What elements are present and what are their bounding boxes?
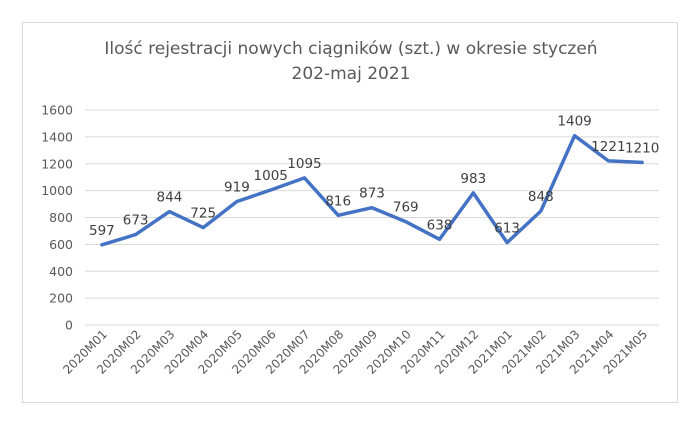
data-label: 613 <box>494 221 520 237</box>
data-label: 919 <box>224 180 250 196</box>
y-tick-label: 600 <box>49 237 73 252</box>
data-label: 848 <box>528 189 554 205</box>
chart-title: Ilość rejestracji nowych ciągników (szt.… <box>104 39 597 84</box>
chart-title-line-1: Ilość rejestracji nowych ciągników (szt.… <box>104 39 597 59</box>
data-label: 673 <box>123 213 149 229</box>
y-tick-label: 1400 <box>41 129 73 144</box>
data-label: 873 <box>359 186 385 202</box>
chart-frame: Ilość rejestracji nowych ciągników (szt.… <box>22 22 678 403</box>
chart-title-line-2: 202-maj 2021 <box>292 64 411 84</box>
data-label: 1210 <box>625 140 659 156</box>
data-label: 816 <box>325 193 351 209</box>
y-tick-label: 800 <box>49 210 73 225</box>
data-label: 638 <box>427 217 453 233</box>
data-label: 983 <box>460 171 486 187</box>
line-chart: Ilość rejestracji nowych ciągników (szt.… <box>41 39 659 377</box>
data-label: 1221 <box>591 139 625 155</box>
x-axis-ticks: 2020M012020M022020M032020M042020M052020M… <box>60 327 650 377</box>
y-tick-label: 400 <box>49 264 73 279</box>
data-label: 769 <box>393 200 419 216</box>
series <box>100 133 644 247</box>
data-label: 1095 <box>287 156 321 172</box>
y-tick-label: 1600 <box>41 103 73 118</box>
data-label: 1409 <box>557 114 591 130</box>
data-label: 725 <box>190 206 216 222</box>
series-line <box>100 133 644 247</box>
data-label: 844 <box>157 190 183 206</box>
y-axis-ticks: 0 200 400 600 800 1000 1200 1400 1600 <box>41 103 73 333</box>
data-label: 1005 <box>254 168 288 184</box>
y-tick-label: 200 <box>49 291 73 306</box>
y-tick-label: 0 <box>65 318 73 333</box>
y-tick-label: 1200 <box>41 156 73 171</box>
y-tick-label: 1000 <box>41 183 73 198</box>
data-label: 597 <box>89 223 115 239</box>
